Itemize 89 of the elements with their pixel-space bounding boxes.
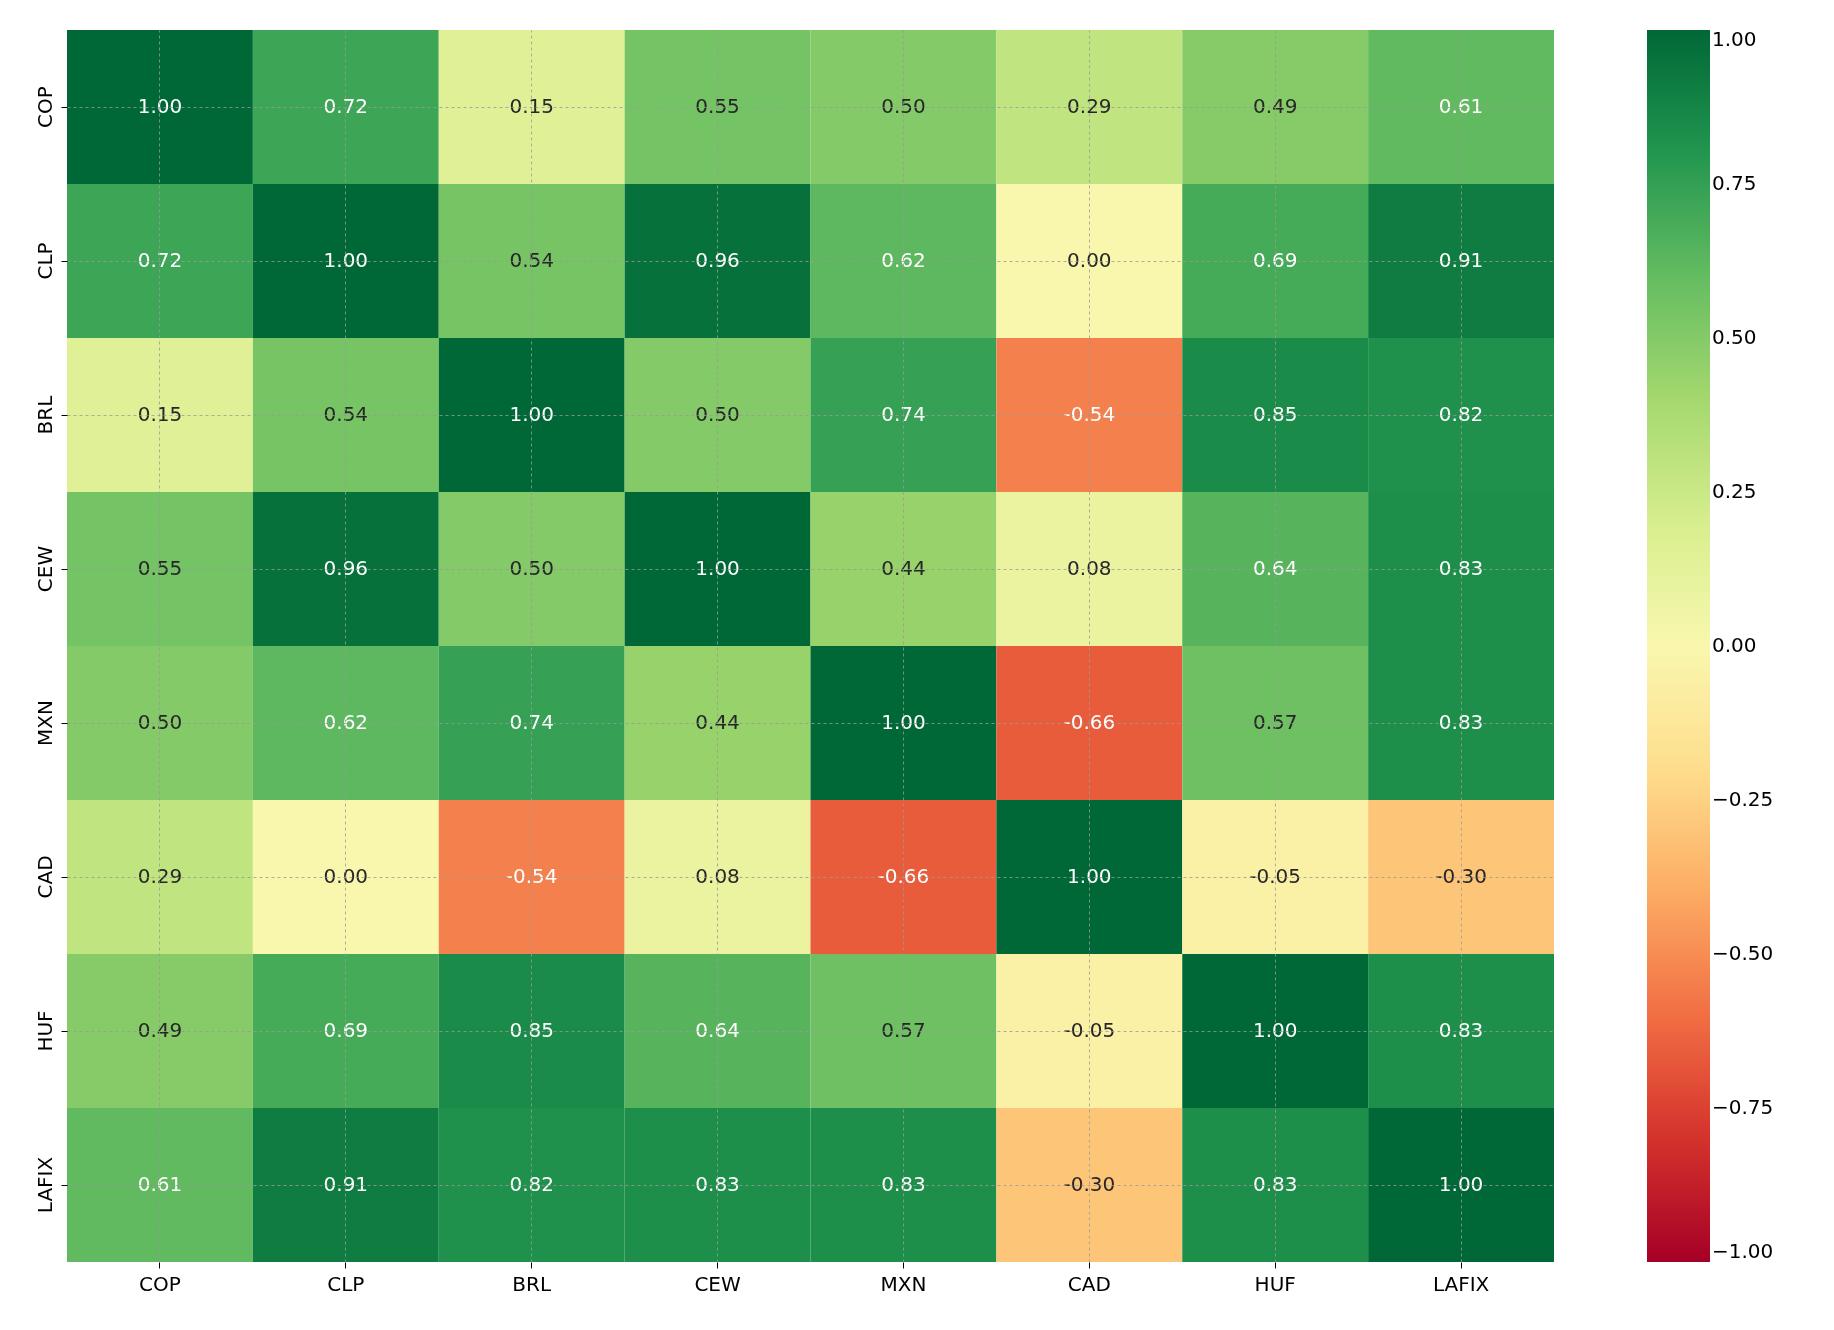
data-label: 0.64 bbox=[695, 1018, 740, 1042]
x-tick-label: BRL bbox=[512, 1271, 552, 1296]
data-label: 0.61 bbox=[137, 1172, 183, 1196]
color-bar-label: −1.00 bbox=[1712, 1239, 1774, 1263]
data-label: 0.91 bbox=[323, 1172, 369, 1196]
data-label: 0.57 bbox=[881, 1018, 926, 1042]
data-label: 0.54 bbox=[509, 248, 554, 272]
data-label: 0.83 bbox=[1438, 710, 1484, 734]
data-label: 0.50 bbox=[509, 556, 554, 580]
data-label: 0.44 bbox=[695, 710, 740, 734]
data-label: 0.44 bbox=[881, 556, 926, 580]
color-bar-label: 1.00 bbox=[1712, 27, 1757, 51]
data-label: 0.72 bbox=[323, 94, 369, 118]
color-bar-label: −0.25 bbox=[1712, 787, 1774, 811]
data-label: 0.83 bbox=[1252, 1172, 1298, 1196]
x-tick-label: LAFIX bbox=[1432, 1271, 1490, 1296]
data-label: 1.00 bbox=[1438, 1172, 1484, 1196]
data-label: 0.50 bbox=[881, 94, 926, 118]
data-label: 0.54 bbox=[323, 402, 369, 426]
color-bar-label: 0.25 bbox=[1712, 479, 1757, 503]
data-label: 0.72 bbox=[137, 248, 183, 272]
x-tick-label: MXN bbox=[880, 1271, 927, 1296]
y-tick-label: MXN bbox=[32, 700, 57, 746]
data-label: 0.50 bbox=[137, 710, 183, 734]
data-label: 0.00 bbox=[1067, 248, 1112, 272]
data-label: 1.00 bbox=[509, 402, 554, 426]
data-label: -0.30 bbox=[1063, 1172, 1116, 1196]
data-label: -0.66 bbox=[1063, 710, 1116, 734]
x-tick-label: CAD bbox=[1067, 1271, 1111, 1296]
y-tick-label: CLP bbox=[32, 242, 57, 280]
data-label: 0.96 bbox=[323, 556, 369, 580]
data-label: 0.83 bbox=[881, 1172, 926, 1196]
data-label: -0.05 bbox=[1063, 1018, 1116, 1042]
color-bar-label: 0.50 bbox=[1712, 325, 1757, 349]
data-label: 0.15 bbox=[137, 402, 183, 426]
data-label: 0.08 bbox=[1067, 556, 1112, 580]
data-label: 0.55 bbox=[695, 94, 740, 118]
data-label: 0.85 bbox=[509, 1018, 554, 1042]
data-label: 1.00 bbox=[881, 710, 926, 734]
data-label: 0.82 bbox=[509, 1172, 554, 1196]
data-label: 0.91 bbox=[1438, 248, 1484, 272]
data-label: 0.49 bbox=[137, 1018, 183, 1042]
data-label: 0.69 bbox=[323, 1018, 369, 1042]
data-label: -0.66 bbox=[877, 864, 930, 888]
data-label: -0.30 bbox=[1435, 864, 1487, 888]
data-label: 0.61 bbox=[1438, 94, 1484, 118]
data-label: 0.74 bbox=[509, 710, 554, 734]
data-label: 1.00 bbox=[1252, 1018, 1298, 1042]
data-label: 0.29 bbox=[137, 864, 183, 888]
x-tick-label: HUF bbox=[1254, 1271, 1296, 1296]
data-label: 0.08 bbox=[695, 864, 740, 888]
data-label: 0.55 bbox=[137, 556, 183, 580]
data-label: 0.62 bbox=[323, 710, 369, 734]
y-tick-label: LAFIX bbox=[32, 1156, 57, 1214]
color-bar-label: 0.00 bbox=[1712, 633, 1757, 657]
y-tick-label: CAD bbox=[32, 855, 57, 899]
data-label: 0.85 bbox=[1252, 402, 1298, 426]
data-label: -0.54 bbox=[505, 864, 558, 888]
data-label: 0.49 bbox=[1252, 94, 1298, 118]
data-label: 0.64 bbox=[1252, 556, 1298, 580]
data-label: 0.00 bbox=[323, 864, 369, 888]
data-label: 1.00 bbox=[1067, 864, 1112, 888]
data-label: 0.69 bbox=[1252, 248, 1298, 272]
data-label: 0.57 bbox=[1252, 710, 1298, 734]
color-bar-label: 0.75 bbox=[1712, 171, 1757, 195]
color-bar-label: −0.50 bbox=[1712, 941, 1774, 965]
data-label: 0.82 bbox=[1438, 402, 1484, 426]
data-label: -0.54 bbox=[1063, 402, 1116, 426]
x-tick-label: COP bbox=[139, 1271, 181, 1296]
data-label: 0.74 bbox=[881, 402, 926, 426]
x-tick-label: CEW bbox=[694, 1271, 741, 1296]
data-label: -0.05 bbox=[1249, 864, 1302, 888]
y-tick-label: BRL bbox=[32, 394, 57, 435]
data-label: 0.83 bbox=[1438, 556, 1484, 580]
y-tick-label: CEW bbox=[32, 545, 57, 593]
data-label: 0.50 bbox=[695, 402, 740, 426]
y-tick-label: COP bbox=[32, 86, 57, 128]
data-label: 1.00 bbox=[137, 94, 183, 118]
y-tick-label: HUF bbox=[32, 1010, 57, 1052]
data-label: 0.29 bbox=[1067, 94, 1112, 118]
data-label: 0.96 bbox=[695, 248, 740, 272]
data-label: 0.83 bbox=[695, 1172, 740, 1196]
data-label: 0.62 bbox=[881, 248, 926, 272]
data-label: 1.00 bbox=[695, 556, 740, 580]
data-label: 0.83 bbox=[1438, 1018, 1484, 1042]
color-bar-label: −0.75 bbox=[1712, 1095, 1774, 1119]
data-label: 0.15 bbox=[509, 94, 554, 118]
data-label: 1.00 bbox=[323, 248, 369, 272]
x-tick-label: CLP bbox=[327, 1271, 365, 1296]
